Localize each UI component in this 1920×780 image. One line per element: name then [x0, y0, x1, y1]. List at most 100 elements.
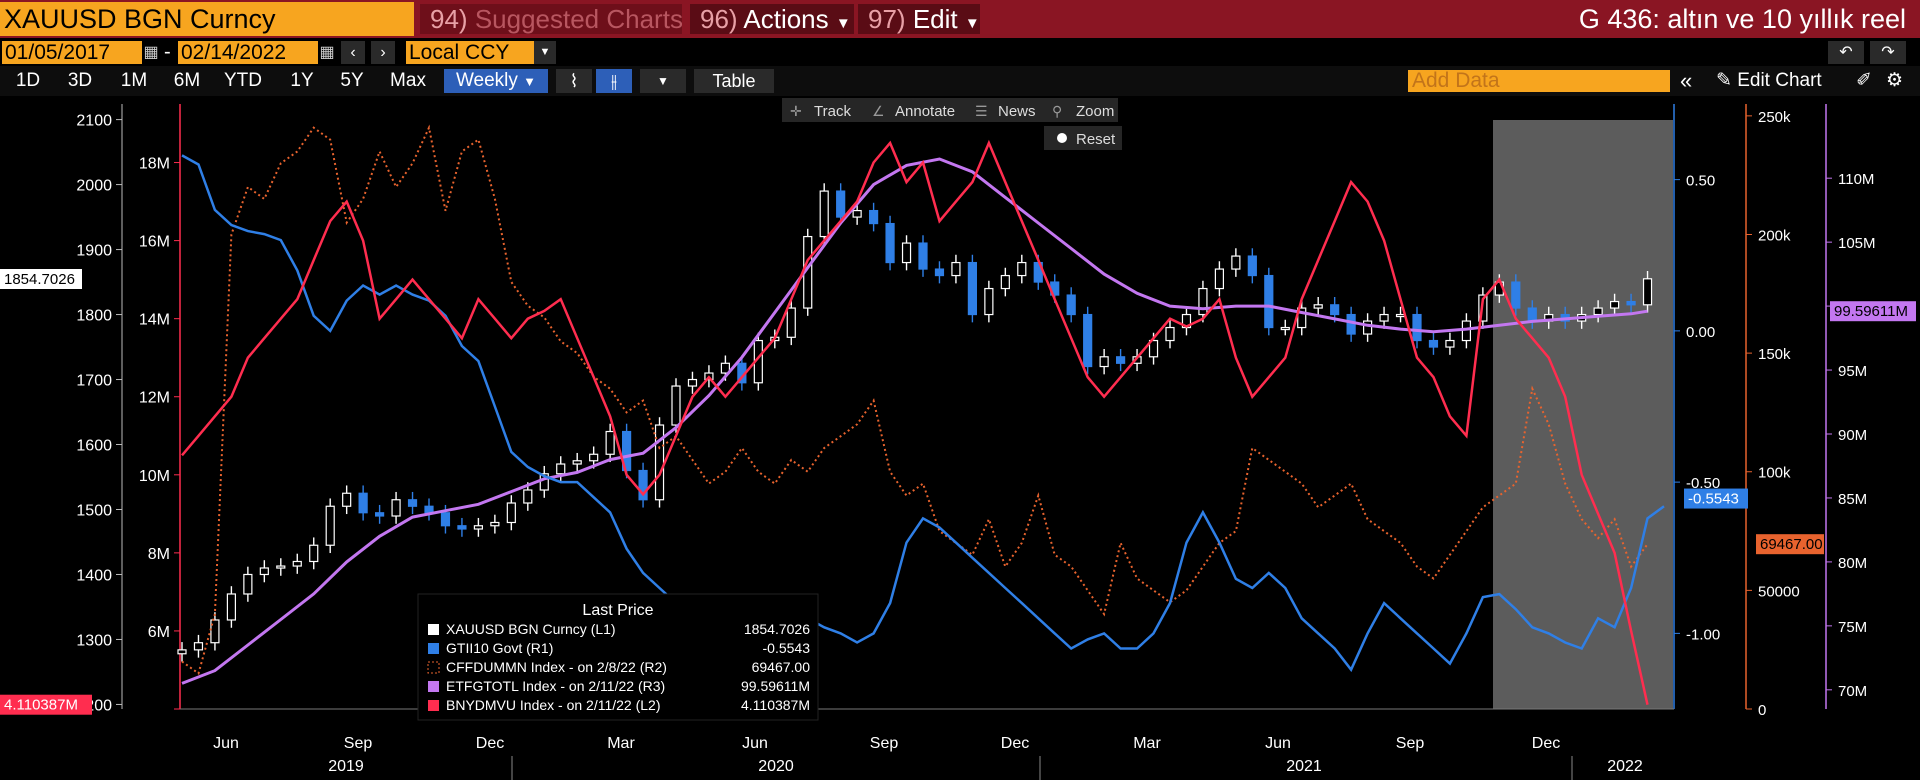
edit-chart-button[interactable]: ✎ Edit Chart — [1716, 69, 1864, 93]
gold-candle-body — [210, 619, 220, 644]
graph-title: G 436: altın ve 10 yıllık reel — [1578, 4, 1906, 34]
collapse-icon[interactable]: « — [1680, 69, 1693, 93]
legend-box — [417, 593, 819, 721]
next-period-button[interactable]: › — [371, 41, 395, 64]
gold-candle-body — [1642, 278, 1653, 306]
year-label: 2019 — [328, 758, 364, 775]
actions-menu[interactable]: 96) Actions ▼ — [690, 4, 854, 34]
x-tick-label: Jun — [213, 735, 239, 752]
bny-tick-label: 8M — [148, 546, 170, 563]
track-button[interactable]: Track — [814, 103, 851, 120]
news-button[interactable]: News — [998, 103, 1036, 120]
edit-tool-icon[interactable]: ✐ — [1856, 70, 1872, 91]
suggested-charts-label: Suggested Charts — [474, 4, 682, 34]
legend-series-value: 4.110387M — [741, 697, 810, 713]
currency-dropdown-icon[interactable]: ▼ — [534, 41, 556, 64]
annotate-button[interactable]: Annotate — [895, 103, 955, 120]
redo-icon[interactable]: ↷ — [1870, 41, 1906, 64]
start-calendar-icon[interactable]: ▦ — [143, 44, 159, 61]
weekly-select[interactable]: Weekly ▼ — [444, 69, 548, 93]
gold-candle-body — [1313, 304, 1323, 309]
tf-3d[interactable]: 3D — [67, 70, 93, 91]
gold-candle-body — [1346, 313, 1356, 335]
gold-candle-body — [523, 489, 533, 504]
last-value-badges: 1854.7026 4.110387M -0.5543 69467.00 99.5961… — [0, 269, 1916, 715]
gold-candle-body — [1445, 339, 1455, 348]
gold-candle-body — [1511, 281, 1521, 309]
legend-series-value: -0.5543 — [763, 640, 811, 656]
gold-candle-body — [1083, 313, 1093, 368]
chart-toolbar: ✛ Track ∠ Annotate ☰ News ⚲ Zoom Reset — [782, 98, 1122, 150]
gold-candle-body — [967, 261, 978, 316]
reset-icon[interactable] — [1057, 133, 1067, 143]
currency-select[interactable]: Local CCY — [406, 41, 534, 64]
gold-candle-body — [243, 573, 253, 595]
annotate-icon[interactable]: ∠ — [872, 103, 885, 119]
prev-period-button[interactable]: ‹ — [341, 41, 365, 64]
gold-candle-body — [1247, 255, 1257, 277]
tf-6m[interactable]: 6M — [173, 70, 201, 91]
zoom-icon[interactable]: ⚲ — [1052, 103, 1062, 119]
end-calendar-icon[interactable]: ▦ — [319, 44, 335, 61]
timeframe-bar: 1D 3D 1M 6M YTD 1Y 5Y Max Weekly ▼ ⌇ ⫲ ▼… — [0, 66, 1920, 96]
undo-icon[interactable]: ↶ — [1828, 41, 1864, 64]
etf-tick-label: 95M — [1838, 363, 1867, 380]
yield-tick-label: 0.50 — [1686, 173, 1715, 190]
cff-tick-label: 50000 — [1758, 583, 1800, 600]
x-tick-label: Dec — [1532, 735, 1560, 752]
bny-tick-label: 12M — [139, 390, 170, 407]
gold-candle-body — [440, 512, 451, 527]
x-tick-label: Sep — [870, 735, 899, 752]
gold-candle-body — [786, 307, 796, 338]
chart-type-dropdown-icon[interactable]: ▼ — [640, 69, 686, 93]
tf-5y[interactable]: 5Y — [340, 70, 364, 91]
cff-tick-label: 250k — [1758, 109, 1791, 126]
track-icon[interactable]: ✛ — [790, 103, 802, 119]
bny-last-badge-bg — [0, 694, 92, 715]
gold-last-badge-bg — [0, 269, 82, 290]
reset-button[interactable]: Reset — [1076, 131, 1116, 148]
legend-series-name: CFFDUMMN Index - on 2/8/22 (R2) — [446, 659, 667, 675]
x-tick-label: Dec — [1001, 735, 1029, 752]
candle-chart-icon[interactable]: ⫲ — [596, 69, 632, 93]
actions-label: Actions — [743, 4, 829, 34]
date-separator: - — [164, 41, 171, 63]
gold-tick-label: 2000 — [76, 178, 112, 195]
x-tick-label: Jun — [742, 735, 768, 752]
table-button[interactable]: Table — [694, 69, 774, 93]
end-date-input[interactable]: 02/14/2022 — [178, 41, 318, 64]
weekly-label: Weekly — [455, 70, 518, 91]
x-axis: Jun Sep Dec Mar Jun Sep Dec Mar Jun Sep Dec 2019 202… — [180, 708, 1674, 780]
gold-tick-label: 2100 — [76, 113, 112, 130]
add-data-input[interactable]: Add Data — [1408, 70, 1670, 92]
gear-icon[interactable]: ⚙ — [1886, 70, 1904, 91]
legend-swatch — [428, 624, 439, 635]
gtii10-line — [181, 154, 1665, 673]
tf-1y[interactable]: 1Y — [290, 70, 314, 91]
gold-candle-body — [226, 593, 236, 621]
edit-menu[interactable]: 97) Edit ▼ — [858, 4, 980, 34]
gold-candle-body — [836, 190, 846, 218]
bny-last-badge: 4.110387M — [4, 697, 78, 714]
line-chart-icon[interactable]: ⌇ — [556, 69, 592, 93]
suggested-charts-menu[interactable]: 94) Suggested Charts — [420, 4, 682, 34]
tf-ytd[interactable]: YTD — [224, 70, 262, 91]
top-bar: XAUUSD BGN Curncy 94) Suggested Charts 9… — [0, 0, 1920, 38]
tf-1d[interactable]: 1D — [15, 70, 41, 91]
year-label: 2020 — [758, 758, 794, 775]
legend-series-name: BNYDMVU Index - on 2/11/22 (L2) — [446, 697, 661, 713]
start-date-input[interactable]: 01/05/2017 — [2, 41, 142, 64]
gold-candle-body — [572, 460, 582, 465]
zoom-button[interactable]: Zoom — [1076, 103, 1114, 120]
legend-series-name: ETFGTOTL Index - on 2/11/22 (R3) — [446, 678, 665, 694]
gold-last-badge: 1854.7026 — [4, 271, 75, 288]
ticker-field[interactable]: XAUUSD BGN Curncy — [0, 2, 414, 36]
gold-candle-body — [1000, 274, 1010, 290]
tf-1m[interactable]: 1M — [120, 70, 148, 91]
etf-tick-label: 90M — [1838, 427, 1867, 444]
news-icon[interactable]: ☰ — [975, 103, 988, 119]
etf-tick-label: 105M — [1838, 235, 1876, 252]
cff-last-badge-bg — [1756, 534, 1824, 555]
gold-candle-body — [1412, 313, 1422, 342]
tf-max[interactable]: Max — [390, 70, 426, 91]
